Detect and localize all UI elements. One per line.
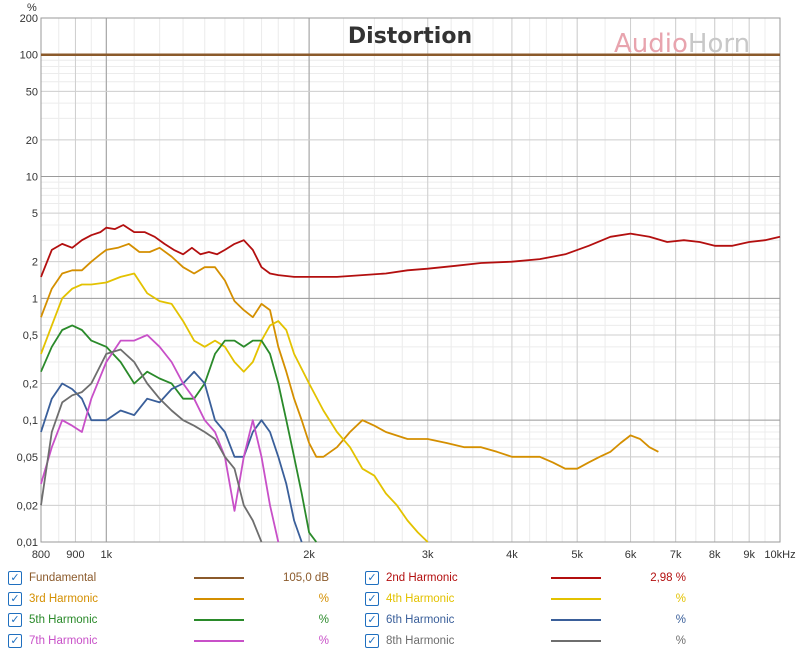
x-tick-label: 5k [571, 549, 583, 561]
legend: ✓ Fundamental 105,0 dB ✓ 2nd Harmonic 2,98 % ✓… [0, 566, 800, 656]
series-2nd-harmonic [40, 224, 781, 278]
x-tick-label: 9k [743, 549, 755, 561]
y-tick-label: 50 [26, 86, 38, 98]
legend-label: 7th Harmonic [29, 635, 98, 647]
legend-item-4th-harmonic[interactable]: ✓ 4th Harmonic% [365, 589, 686, 609]
y-tick-label: 1 [32, 293, 38, 305]
legend-item-8th-harmonic[interactable]: ✓ 8th Harmonic% [365, 631, 686, 651]
x-tick-label: 2k [303, 549, 315, 561]
y-tick-label: 5 [32, 208, 38, 220]
legend-label: 2nd Harmonic [386, 572, 458, 584]
legend-item-fundamental[interactable]: ✓ Fundamental 105,0 dB [8, 568, 329, 588]
legend-swatch [194, 577, 244, 579]
legend-checkbox[interactable]: ✓ [365, 613, 379, 627]
series-8th-harmonic [40, 348, 263, 543]
x-tick-label: 900 [66, 549, 84, 561]
legend-item-7th-harmonic[interactable]: ✓ 7th Harmonic% [8, 631, 329, 651]
legend-checkbox[interactable]: ✓ [365, 592, 379, 606]
legend-checkbox[interactable]: ✓ [8, 634, 22, 648]
legend-checkbox[interactable]: ✓ [8, 613, 22, 627]
legend-value: % [318, 635, 329, 647]
x-tick-label: 1k [100, 549, 112, 561]
y-tick-label: 0,02 [17, 500, 38, 512]
legend-item-2nd-harmonic[interactable]: ✓ 2nd Harmonic 2,98 % [365, 568, 686, 588]
y-tick-label: 0,2 [23, 378, 38, 390]
legend-label: 4th Harmonic [386, 593, 455, 605]
legend-label: 8th Harmonic [386, 635, 455, 647]
x-tick-label: 3k [422, 549, 434, 561]
x-tick-label: 8k [709, 549, 721, 561]
legend-label: 5th Harmonic [29, 614, 98, 626]
series-5th-harmonic [40, 324, 318, 543]
series-7th-harmonic [40, 334, 280, 543]
series-layer [40, 53, 781, 543]
legend-value: % [318, 614, 329, 626]
y-tick-label: 200 [20, 13, 38, 25]
legend-checkbox[interactable]: ✓ [8, 592, 22, 606]
legend-item-3rd-harmonic[interactable]: ✓ 3rd Harmonic% [8, 589, 329, 609]
x-tick-label: 6k [625, 549, 637, 561]
series-3rd-harmonic [40, 242, 659, 470]
x-tick-label: 10kHz [764, 549, 795, 561]
y-tick-label: 20 [26, 135, 38, 147]
legend-value: % [675, 635, 686, 647]
legend-item-6th-harmonic[interactable]: ✓ 6th Harmonic% [365, 610, 686, 630]
legend-swatch [551, 577, 601, 579]
chart-grid [40, 17, 781, 543]
legend-label: 6th Harmonic [386, 614, 455, 626]
legend-value: 105,0 dB [282, 572, 329, 584]
legend-swatch [194, 619, 244, 621]
y-tick-label: 0,01 [17, 537, 38, 549]
legend-item-5th-harmonic[interactable]: ✓ 5th Harmonic% [8, 610, 329, 630]
distortion-chart: 800 900 1k 2k 3k 4k 5k 6k 7k 8k 9k 10kHz 200 100 50 20 1… [16, 2, 796, 561]
y-tick-label: 0,05 [17, 452, 38, 464]
legend-checkbox[interactable]: ✓ [365, 634, 379, 648]
chart-axes: 800 900 1k 2k 3k 4k 5k 6k 7k 8k 9k 10kHz 200 100 50 20 1… [17, 13, 796, 561]
legend-swatch [551, 619, 601, 621]
legend-value: % [675, 593, 686, 605]
y-tick-label: 2 [32, 257, 38, 269]
legend-value: % [675, 614, 686, 626]
legend-value: % [318, 593, 329, 605]
y-tick-label: 0,1 [23, 415, 38, 427]
legend-label: Fundamental [29, 572, 97, 584]
legend-swatch [551, 640, 601, 642]
legend-label: 3rd Harmonic [29, 593, 99, 605]
series-4th-harmonic [40, 272, 429, 543]
legend-checkbox[interactable]: ✓ [8, 571, 22, 585]
series-6th-harmonic [40, 370, 303, 543]
plot-frame [40, 17, 781, 543]
legend-value: 2,98 % [650, 572, 686, 584]
legend-swatch [194, 640, 244, 642]
chart-title: Distortion [348, 24, 472, 49]
y-tick-label: 100 [20, 50, 38, 62]
x-tick-label: 4k [506, 549, 518, 561]
legend-swatch [194, 598, 244, 600]
x-tick-label: 800 [32, 549, 50, 561]
y-tick-label: 0,5 [23, 330, 38, 342]
legend-swatch [551, 598, 601, 600]
y-axis-label: % [27, 2, 37, 14]
legend-checkbox[interactable]: ✓ [365, 571, 379, 585]
x-tick-label: 7k [670, 549, 682, 561]
y-tick-label: 10 [26, 172, 38, 184]
